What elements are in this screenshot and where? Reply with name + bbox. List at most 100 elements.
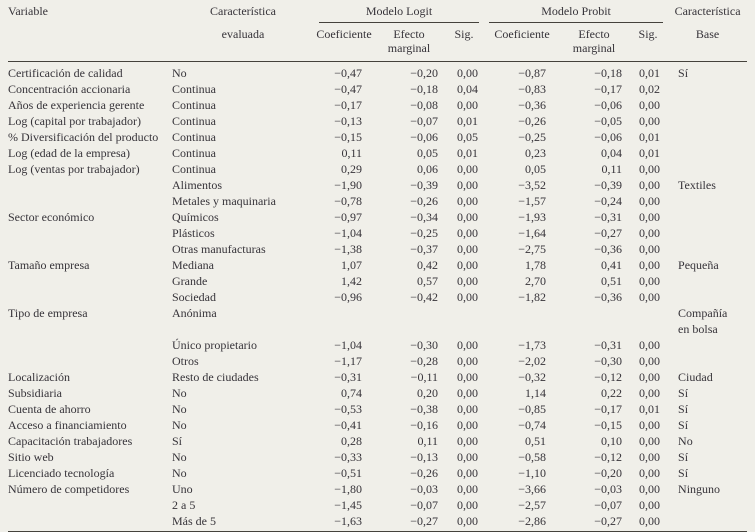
- cell-probit-coeficiente: −0,26: [518, 114, 547, 128]
- cell-probit-coeficiente: −1,73: [518, 338, 547, 352]
- cell-logit-sig: 0,04: [457, 82, 479, 96]
- cell-caracteristica-evaluada: Grande: [172, 274, 208, 288]
- cell-logit-coeficiente: −1,45: [334, 498, 362, 512]
- header-caracteristica-base-line1: Característica: [674, 4, 741, 18]
- cell-logit-coeficiente: −1,90: [334, 178, 362, 192]
- cell-logit-efecto-marginal: 0,05: [417, 146, 438, 160]
- cell-logit-efecto-marginal: −0,18: [410, 82, 438, 96]
- cell-caracteristica-evaluada: Plásticos: [172, 226, 215, 240]
- cell-logit-sig: 0,00: [457, 498, 479, 512]
- header-caracteristica-evaluada-line1: Característica: [210, 4, 276, 18]
- cell-variable: Tamaño empresa: [8, 258, 90, 272]
- cell-logit-sig: 0,00: [444, 513, 485, 532]
- cell-probit-efecto-marginal: −0,03: [594, 482, 623, 496]
- cell-logit-coeficiente: −0,41: [334, 418, 362, 432]
- cell-caracteristica-base: [668, 353, 747, 369]
- cell-variable: Licenciado tecnología: [8, 466, 115, 480]
- table-row: Log (ventas por trabajador) Continua 0,29 0…: [8, 161, 747, 177]
- cell-caracteristica-evaluada: Sí: [172, 434, 183, 448]
- table-row: Años de experiencia gerente Continua −0,17…: [8, 97, 747, 113]
- cell-probit-sig: 0,00: [639, 162, 661, 176]
- cell-logit-efecto-marginal: −0,06: [410, 130, 438, 144]
- cell-probit-coeficiente: −3,66: [518, 482, 547, 496]
- cell-logit-sig: 0,00: [457, 194, 479, 208]
- table-row: Log (capital por trabajador) Continua −0,1…: [8, 113, 747, 129]
- cell-probit-coeficiente: −2,02: [518, 354, 547, 368]
- cell-probit-sig: 0,00: [639, 242, 661, 256]
- regression-results-table: Variable Característica Modelo Logit Mod…: [8, 2, 748, 532]
- cell-logit-coeficiente: 1,07: [341, 258, 362, 272]
- table-row: Licenciado tecnología No −0,51 −0,26 0,00 −1,…: [8, 465, 747, 481]
- cell-caracteristica-evaluada: Continua: [172, 130, 216, 144]
- cell-variable: [8, 177, 172, 193]
- cell-variable: [8, 337, 172, 353]
- cell-caracteristica-base: Sí: [678, 466, 689, 480]
- cell-probit-sig: 0,00: [639, 482, 661, 496]
- modelo-probit-label: Modelo Probit: [489, 4, 664, 23]
- header-logit-sig: Sig.: [444, 23, 485, 62]
- cell-caracteristica-base: [668, 113, 747, 129]
- cell-logit-coeficiente: 0,74: [341, 386, 362, 400]
- table-row: Alimentos −1,90 −0,39 0,00 −3,52 −0,39 0,00 Tex…: [8, 177, 747, 193]
- cell-caracteristica-evaluada: Otras manufacturas: [172, 242, 266, 256]
- cell-caracteristica-base: [668, 129, 747, 145]
- cell-probit-efecto-marginal: 0,22: [601, 386, 623, 400]
- cell-logit-efecto-marginal: −0,37: [410, 242, 438, 256]
- cell-logit-coeficiente: 0,29: [341, 162, 362, 176]
- header-probit-sig: Sig.: [628, 23, 669, 62]
- cell-variable: [8, 193, 172, 209]
- cell-logit-sig: 0,00: [457, 338, 479, 352]
- cell-logit-coeficiente: −1,63: [314, 513, 374, 532]
- header-caracteristica-base-line2: Base: [668, 23, 748, 62]
- cell-probit-sig: 0,00: [639, 194, 661, 208]
- cell-variable: Años de experiencia gerente: [8, 98, 145, 112]
- table-row: Metales y maquinaria −0,78 −0,26 0,00 −1,57 −…: [8, 193, 747, 209]
- cell-probit-sig: 0,00: [639, 450, 661, 464]
- cell-logit-efecto-marginal: −0,13: [410, 450, 438, 464]
- cell-logit-efecto-marginal: −0,42: [410, 290, 438, 304]
- cell-variable: [8, 225, 172, 241]
- cell-logit-efecto-marginal: −0,39: [410, 178, 438, 192]
- table-row: Certificación de calidad No −0,47 −0,20 0,00…: [8, 62, 747, 82]
- cell-caracteristica-base: [668, 193, 747, 209]
- cell-probit-sig: 0,01: [639, 66, 661, 80]
- cell-probit-coeficiente: 1,14: [525, 386, 547, 400]
- cell-probit-coeficiente: −0,32: [518, 370, 547, 384]
- table-row: % Diversificación del producto Continua −0…: [8, 129, 747, 145]
- cell-logit-coeficiente: −0,33: [334, 450, 362, 464]
- cell-probit-efecto-marginal: −0,31: [594, 338, 623, 352]
- marginal-label: marginal: [572, 40, 616, 55]
- cell-logit-efecto-marginal: −0,07: [410, 114, 438, 128]
- header-probit-coeficiente: Coeficiente: [484, 23, 561, 62]
- header-variable-spacer: [8, 23, 172, 62]
- cell-caracteristica-evaluada: Otros: [172, 354, 199, 368]
- cell-logit-sig: 0,00: [457, 242, 479, 256]
- cell-caracteristica-evaluada: Más de 5: [172, 513, 314, 532]
- cell-logit-coeficiente: −0,47: [334, 82, 362, 96]
- header-caracteristica-evaluada-line2: evaluada: [172, 23, 314, 62]
- cell-variable: Número de competidores: [8, 482, 130, 496]
- cell-logit-sig: 0,00: [457, 386, 479, 400]
- cell-probit-efecto-marginal: 0,04: [601, 146, 623, 160]
- cell-caracteristica-base: Pequeña: [678, 258, 719, 272]
- cell-probit-efecto-marginal: −0,36: [594, 242, 623, 256]
- cell-logit-sig: 0,00: [457, 274, 479, 288]
- cell-variable: Capacitación trabajadores: [8, 434, 133, 448]
- cell-probit-efecto-marginal: 0,51: [601, 274, 623, 288]
- cell-caracteristica-base: Sí: [678, 66, 689, 80]
- cell-logit-efecto-marginal: −0,25: [410, 226, 438, 240]
- cell-logit-sig: 0,00: [457, 354, 479, 368]
- cell-probit-sig: 0,00: [639, 178, 661, 192]
- cell-logit-efecto-marginal: −0,16: [410, 418, 438, 432]
- cell-caracteristica-evaluada: No: [172, 386, 187, 400]
- cell-logit-efecto-marginal: −0,07: [410, 498, 438, 512]
- cell-probit-efecto-marginal: [560, 305, 628, 337]
- cell-logit-sig: 0,00: [457, 466, 479, 480]
- cell-caracteristica-base: [668, 161, 747, 177]
- cell-probit-sig: 0,00: [639, 354, 661, 368]
- efecto-label: Efecto: [393, 27, 425, 41]
- cell-caracteristica-evaluada: No: [172, 66, 187, 80]
- table-body: Certificación de calidad No −0,47 −0,20 0,00…: [8, 62, 748, 532]
- cell-variable: [8, 289, 172, 305]
- table-row: Tamaño empresa Mediana 1,07 0,42 0,00 1,78 0,4…: [8, 257, 747, 273]
